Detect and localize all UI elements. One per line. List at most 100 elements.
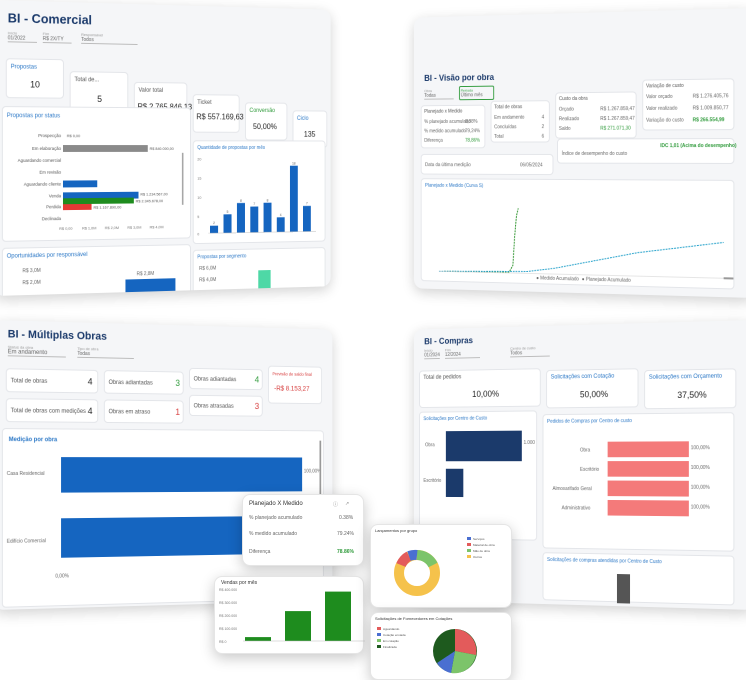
- y-tick: 15: [197, 176, 202, 181]
- donut-segment: [417, 555, 433, 565]
- solicitacoes-centro-card: Solicitações por Centro de Custo Obra 1.…: [419, 410, 537, 540]
- bar-label: R$ 1.234.567,00: [140, 191, 168, 196]
- curva-s-svg: [422, 179, 736, 290]
- info-icon[interactable]: ⓘ: [333, 501, 338, 508]
- pedidos-bar: [608, 481, 689, 497]
- filter-responsavel[interactable]: Responsável Todos: [81, 32, 137, 45]
- oportunidade-bar: [125, 278, 175, 296]
- category-label: Aguardando comercial: [18, 158, 61, 163]
- chart-bar: [210, 226, 218, 234]
- kpi-total-pedidos[interactable]: Total de pedidos 10,00%: [419, 368, 541, 408]
- obra-card-total[interactable]: Total de obras Em andamento 4 Concluídas…: [491, 100, 550, 142]
- y-tick: 0: [197, 231, 200, 236]
- bi-comercial-panel: BI - Comercial Início 01/2022 Fim R$ 2X/…: [0, 0, 331, 296]
- popup-pie: Solicitações de Fornecedores em Cotações…: [370, 612, 512, 680]
- bar-value-label: 4: [280, 213, 282, 217]
- segmento-card: Propostas por segmento R$ 6,0M R$ 4,0M: [193, 247, 326, 296]
- bar-value-label: 7: [306, 202, 308, 206]
- y-tick: 5: [197, 214, 200, 219]
- pie-slice: [455, 629, 476, 655]
- chart-bar: [290, 166, 298, 232]
- kpi-total-obras[interactable]: Total de obras 4: [6, 368, 98, 393]
- legend-swatch: [377, 645, 381, 648]
- category-label: Declinada: [42, 216, 62, 221]
- solicitacoes-bar: [446, 431, 522, 462]
- atendidas-bar: [617, 574, 630, 604]
- ultima-medicao: Data da última medição 06/05/2024: [421, 154, 554, 175]
- legend-label: Mão de obra: [473, 549, 490, 553]
- bar-label: R$ 1.167.890,00: [93, 205, 122, 210]
- filter-periodo[interactable]: Período Último mês: [459, 86, 494, 101]
- y-tick: R$ 100.000: [219, 627, 237, 631]
- legend-label: Finalizada: [383, 645, 397, 649]
- pedidos-bar: [608, 461, 689, 477]
- popup-planejado: Planejado X Medido ⓘ ↗ % planejado acumu…: [242, 494, 364, 566]
- pie-slice: [451, 651, 476, 673]
- kpi-orcamento[interactable]: Solicitações com Orçamento 37,50%: [644, 368, 736, 409]
- monthly-bars-svg: 20 15 10 5 0 2 5 8 7 8 4 18 7: [194, 141, 327, 245]
- kpi-propostas[interactable]: Propostas 10: [6, 58, 64, 98]
- pie-svg: Aguardando Cotação enviada Em cotação Fi…: [371, 613, 513, 680]
- filter-inicio[interactable]: Início 01/2024: [424, 348, 440, 360]
- external-link-icon[interactable]: ↗: [345, 501, 349, 507]
- status-bar: [63, 180, 97, 187]
- bar-value-label: 5: [227, 210, 229, 214]
- kpi-adiantadas-2[interactable]: Obras adiantadas 4: [189, 368, 263, 390]
- legend-swatch: [377, 627, 381, 630]
- idc-card: Índice de desempenho do custo IDC 1,01 (…: [557, 138, 734, 164]
- bar-value-label: 7: [253, 202, 255, 206]
- obra-card-custo[interactable]: Custo da obra Orçado R$ 1.267.859,47 Rea…: [555, 91, 636, 138]
- atendidas-card: Solicitações de compras atendidas por Ce…: [543, 552, 735, 605]
- y-tick: R$ 0: [219, 640, 226, 644]
- bar-value-label: 18: [292, 161, 295, 165]
- chart-bar: [285, 611, 311, 641]
- chart-bar: [325, 592, 351, 641]
- oportunidades-card: Oportunidades por responsável R$ 3,0M R$…: [2, 244, 191, 296]
- segmento-bar: [258, 270, 270, 295]
- filter-status-obra[interactable]: Status da obra Em andamento: [8, 344, 66, 357]
- popup-vendas: Vendas por mês R$ 400.000 R$ 300.000 R$ …: [214, 576, 364, 654]
- category-label: Em elaboração: [32, 146, 62, 151]
- kpi-ticket[interactable]: Ticket R$ 557.169,63: [193, 94, 240, 133]
- kpi-cotacao[interactable]: Solicitações com Cotação 50,00%: [546, 368, 638, 408]
- obra-card-planejado[interactable]: Planejado x Medido % planejado acumulado…: [421, 105, 486, 149]
- legend-swatch: [467, 543, 471, 546]
- bar-value-label: 8: [240, 199, 242, 203]
- kpi-em-atraso[interactable]: Obras em atraso 1: [104, 399, 184, 423]
- axis-tick: R$ 4,0M: [150, 224, 164, 229]
- chart-bar: [264, 203, 272, 233]
- legend-medido[interactable]: ● Medido Acumulado: [536, 276, 579, 283]
- bar-label: R$ 840.000,00: [150, 146, 175, 151]
- y-tick: 10: [197, 195, 202, 200]
- kpi-conversao[interactable]: Conversão 50,00%: [245, 102, 287, 140]
- kpi-total[interactable]: Total de... 5: [70, 71, 129, 111]
- kpi-saldo-final[interactable]: Previsão de saldo final -R$ 8.153,27: [268, 366, 322, 405]
- filter-inicio[interactable]: Início 01/2022: [8, 30, 37, 43]
- filter-tipo-obra[interactable]: Tipo de obra Todas: [77, 346, 134, 359]
- kpi-adiantadas[interactable]: Obras adiantadas 3: [104, 370, 184, 395]
- y-tick: 20: [197, 157, 202, 162]
- obra-card-variacao[interactable]: Variação de custo Valor orçado R$ 1.276.…: [642, 78, 734, 130]
- legend-label: Aguardando: [383, 627, 400, 631]
- legend-swatch: [377, 633, 381, 636]
- kpi-obras-medicoes[interactable]: Total de obras com medições 4: [6, 398, 98, 423]
- legend-planejado[interactable]: ● Planejado Acumulado: [582, 277, 631, 284]
- category-label: Venda: [49, 193, 62, 198]
- monthly-bars-card: Quantidade de propostas por mês 20 15 10…: [193, 140, 326, 244]
- chart-bar: [250, 207, 258, 233]
- kpi-atrasadas[interactable]: Obras atrasadas 3: [189, 395, 263, 417]
- filter-fim[interactable]: Fim R$ 2X/TY: [43, 31, 72, 43]
- bi-obra-panel: BI - Visão por obra Obra Todas Período Ú…: [414, 8, 746, 298]
- legend-label: Em cotação: [383, 639, 399, 643]
- scrollbar[interactable]: [319, 441, 321, 497]
- filter-fim[interactable]: Fim 12/2024: [445, 347, 480, 359]
- legend-label: Outros: [473, 555, 483, 559]
- filter-centro-custo[interactable]: Centro de custo Todos: [510, 345, 550, 357]
- y-tick: R$ 200.000: [219, 614, 237, 618]
- chart-bar: [237, 203, 245, 233]
- page-title: BI - Comercial: [8, 10, 92, 27]
- filter-obra[interactable]: Obra Todas: [424, 88, 453, 100]
- medicao-bar: [61, 457, 302, 493]
- status-chart-svg: Prospecção Em elaboração Aguardando come…: [3, 107, 192, 243]
- legend-label: Cotação enviada: [383, 633, 406, 637]
